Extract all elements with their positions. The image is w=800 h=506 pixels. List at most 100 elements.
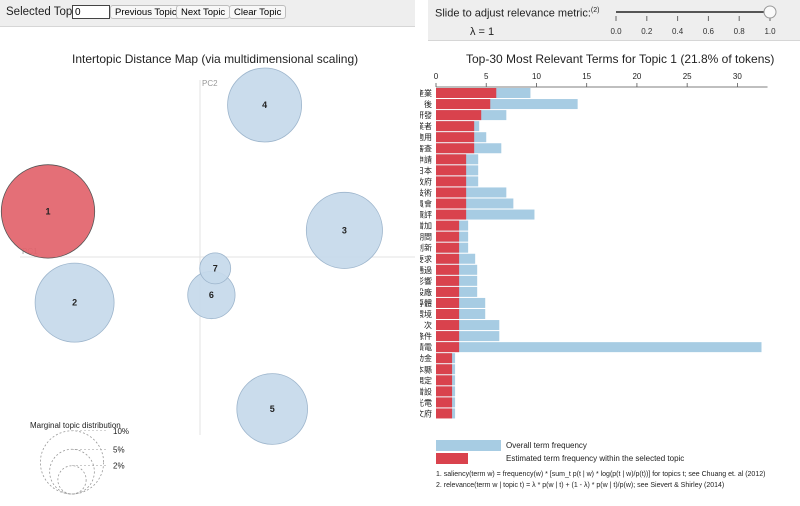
term-label-22[interactable]: 條件 (420, 331, 432, 341)
x-tick-label: 0 (434, 72, 439, 81)
term-label-13[interactable]: 期間 (420, 233, 432, 242)
bar-estimated-14[interactable] (436, 242, 460, 253)
bar-estimated-8[interactable] (436, 176, 467, 187)
term-label-28[interactable]: 光電 (420, 397, 432, 407)
term-label-9[interactable]: 技術 (420, 187, 432, 197)
bar-estimated-13[interactable] (436, 231, 460, 242)
term-label-14[interactable]: 創新 (420, 243, 432, 253)
x-tick-label: 5 (484, 72, 489, 81)
slider-handle[interactable] (763, 5, 777, 19)
bar-estimated-10[interactable] (436, 198, 467, 209)
legend-estimated-swatch (436, 453, 468, 464)
slider-tick-label: 0.6 (703, 27, 715, 36)
slider-tick-label: 1.0 (764, 27, 776, 36)
term-label-29[interactable]: 文府 (420, 408, 432, 418)
term-label-2[interactable]: 研發 (420, 111, 432, 120)
topic-circle-1[interactable] (0, 164, 96, 259)
bar-overall-11[interactable] (436, 209, 535, 220)
lambda-value-text: λ = 1 (470, 26, 495, 38)
bar-estimated-27[interactable] (436, 386, 453, 397)
intertopic-distance-map: PC1PC21234567Marginal topic distribution… (0, 67, 415, 495)
x-tick-label: 15 (582, 72, 591, 81)
bar-estimated-16[interactable] (436, 264, 460, 275)
selected-topic-input[interactable] (72, 5, 110, 19)
term-label-6[interactable]: 申請 (420, 154, 432, 164)
bar-estimated-6[interactable] (436, 154, 467, 165)
slider-footnote-ref: (2) (590, 7, 600, 14)
bar-estimated-4[interactable] (436, 132, 475, 143)
term-label-8[interactable]: 政府 (420, 176, 432, 186)
bar-estimated-19[interactable] (436, 297, 460, 308)
bar-estimated-1[interactable] (436, 99, 491, 110)
bar-overall-9[interactable] (436, 187, 507, 198)
term-label-16[interactable]: 通過 (420, 265, 432, 275)
term-label-5[interactable]: 審查 (420, 143, 432, 153)
term-label-23[interactable]: 台積電 (420, 342, 432, 352)
bar-estimated-22[interactable] (436, 331, 460, 342)
bar-estimated-25[interactable] (436, 364, 453, 375)
bar-estimated-24[interactable] (436, 353, 453, 364)
footnote: 1. saliency(term w) = frequency(w) * [su… (436, 471, 765, 478)
term-label-3[interactable]: 業者 (420, 121, 432, 131)
bar-estimated-12[interactable] (436, 220, 460, 231)
bar-overall-22[interactable] (436, 331, 500, 342)
term-label-15[interactable]: 要求 (420, 254, 432, 264)
bar-overall-1[interactable] (436, 99, 578, 110)
topic-circle-3[interactable] (305, 191, 383, 269)
clear-topic-button[interactable]: Clear Topic (229, 5, 287, 19)
topic-circle-4[interactable] (227, 67, 303, 143)
bar-estimated-7[interactable] (436, 165, 467, 176)
topic-circle-7[interactable] (199, 252, 232, 285)
bar-overall-10[interactable] (436, 198, 514, 209)
bar-estimated-28[interactable] (436, 397, 453, 408)
bar-estimated-21[interactable] (436, 320, 460, 331)
bar-estimated-11[interactable] (436, 209, 467, 220)
top-terms-title: Top-30 Most Relevant Terms for Topic 1 (… (466, 52, 775, 66)
next-topic-button[interactable]: Next Topic (176, 5, 231, 19)
term-label-0[interactable]: 產業 (420, 88, 432, 98)
slider-tick-label: 0.8 (734, 27, 746, 36)
bar-estimated-2[interactable] (436, 110, 482, 121)
bar-estimated-5[interactable] (436, 143, 475, 154)
bar-estimated-26[interactable] (436, 375, 453, 386)
bar-estimated-9[interactable] (436, 187, 467, 198)
bar-overall-21[interactable] (436, 320, 500, 331)
topic-circle-2[interactable] (34, 262, 115, 343)
legend-circle (49, 448, 95, 495)
bar-estimated-18[interactable] (436, 286, 460, 297)
bar-estimated-20[interactable] (436, 309, 460, 319)
intertopic-map-title: Intertopic Distance Map (via multidimens… (72, 52, 359, 66)
topic-label-2: 2 (72, 298, 77, 308)
bar-overall-19[interactable] (436, 297, 486, 308)
term-label-10[interactable]: 委員會 (420, 199, 432, 209)
term-label-12[interactable]: 增加 (420, 221, 432, 231)
x-tick-label: 30 (733, 72, 742, 81)
bar-overall-20[interactable] (436, 309, 486, 319)
bar-estimated-17[interactable] (436, 275, 460, 286)
term-label-17[interactable]: 影響 (420, 276, 432, 286)
term-label-7[interactable]: 日本 (420, 165, 432, 175)
bar-estimated-29[interactable] (436, 408, 453, 419)
bar-estimated-3[interactable] (436, 121, 475, 132)
bar-estimated-0[interactable] (436, 88, 497, 98)
relevance-slider[interactable]: 0.0 0.2 0.4 0.6 0.8 1.0 (0, 0, 800, 40)
term-label-4[interactable]: 適用 (420, 132, 432, 142)
term-label-24[interactable]: 補助金 (420, 353, 432, 363)
term-label-19[interactable]: 半導體 (420, 298, 432, 308)
bar-estimated-15[interactable] (436, 253, 460, 264)
term-label-11[interactable]: 環評 (420, 210, 432, 220)
previous-topic-button[interactable]: Previous Topic (110, 5, 182, 19)
legend-overall-label: Overall term frequency (506, 441, 587, 450)
x-tick-label: 20 (632, 72, 641, 81)
legend-label: 10% (113, 427, 129, 436)
bar-overall-23[interactable] (436, 342, 762, 353)
term-label-18[interactable]: 設廠 (420, 287, 432, 297)
bar-estimated-23[interactable] (436, 342, 460, 353)
topic-circle-5[interactable] (236, 373, 308, 445)
term-label-20[interactable]: 環境 (420, 309, 432, 319)
term-label-26[interactable]: 規定 (420, 375, 432, 385)
term-label-21[interactable]: 次 (424, 320, 432, 330)
term-label-27[interactable]: 增設 (420, 386, 432, 396)
term-label-1[interactable]: 後 (424, 99, 432, 109)
term-label-25[interactable]: 熊本縣 (420, 364, 432, 374)
